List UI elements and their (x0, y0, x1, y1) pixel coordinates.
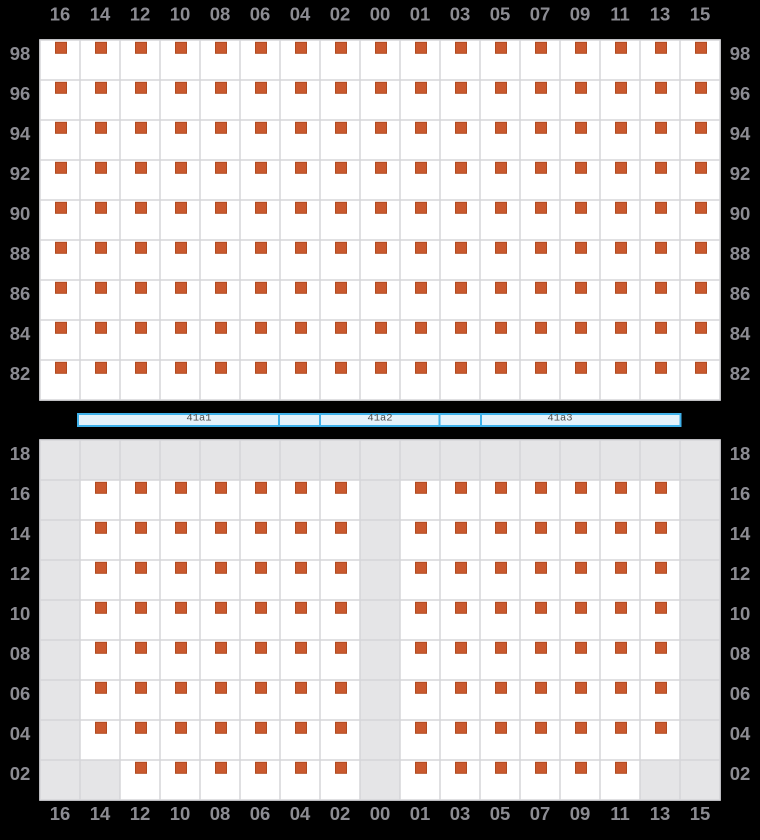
svg-text:13: 13 (650, 4, 671, 25)
svg-text:90: 90 (730, 203, 751, 224)
svg-text:08: 08 (730, 643, 751, 664)
svg-text:84: 84 (730, 323, 751, 344)
svg-text:04: 04 (290, 4, 311, 25)
svg-text:15: 15 (690, 803, 711, 824)
svg-text:00: 00 (370, 4, 391, 25)
svg-text:10: 10 (730, 603, 751, 624)
svg-text:16: 16 (50, 803, 71, 824)
svg-text:11: 11 (610, 803, 630, 824)
svg-text:15: 15 (690, 4, 711, 25)
svg-text:10: 10 (170, 803, 191, 824)
svg-text:84: 84 (10, 323, 31, 344)
svg-text:94: 94 (730, 123, 751, 144)
svg-text:00: 00 (370, 803, 391, 824)
svg-text:08: 08 (210, 803, 231, 824)
svg-text:14: 14 (90, 803, 111, 824)
svg-text:16: 16 (730, 483, 751, 504)
svg-text:96: 96 (730, 83, 751, 104)
svg-text:04: 04 (10, 723, 31, 744)
svg-text:07: 07 (530, 803, 551, 824)
svg-text:04: 04 (730, 723, 751, 744)
svg-text:18: 18 (10, 443, 31, 464)
svg-text:07: 07 (530, 4, 551, 25)
svg-text:01: 01 (410, 4, 431, 25)
svg-text:09: 09 (570, 803, 591, 824)
svg-text:05: 05 (490, 4, 511, 25)
svg-text:01: 01 (410, 803, 431, 824)
svg-text:02: 02 (330, 803, 351, 824)
svg-text:41a1: 41a1 (186, 413, 211, 425)
svg-text:02: 02 (330, 4, 351, 25)
svg-text:14: 14 (730, 523, 751, 544)
svg-text:41a3: 41a3 (547, 413, 572, 425)
svg-text:92: 92 (730, 163, 751, 184)
svg-text:86: 86 (730, 283, 751, 304)
svg-text:90: 90 (10, 203, 31, 224)
svg-text:02: 02 (10, 763, 31, 784)
svg-text:96: 96 (10, 83, 31, 104)
svg-text:04: 04 (290, 803, 311, 824)
svg-text:14: 14 (10, 523, 31, 544)
svg-text:88: 88 (730, 243, 751, 264)
svg-text:16: 16 (10, 483, 31, 504)
svg-text:02: 02 (730, 763, 751, 784)
svg-text:86: 86 (10, 283, 31, 304)
svg-text:12: 12 (130, 4, 151, 25)
svg-text:03: 03 (450, 4, 471, 25)
svg-text:12: 12 (730, 563, 751, 584)
svg-text:14: 14 (90, 4, 111, 25)
svg-text:08: 08 (210, 4, 231, 25)
svg-text:06: 06 (10, 683, 31, 704)
svg-text:88: 88 (10, 243, 31, 264)
svg-text:41a2: 41a2 (367, 413, 392, 425)
svg-text:13: 13 (650, 803, 671, 824)
svg-text:82: 82 (10, 363, 31, 384)
svg-text:98: 98 (10, 43, 31, 64)
svg-text:08: 08 (10, 643, 31, 664)
svg-text:11: 11 (610, 4, 630, 25)
svg-text:10: 10 (10, 603, 31, 624)
svg-text:09: 09 (570, 4, 591, 25)
svg-text:94: 94 (10, 123, 31, 144)
svg-text:18: 18 (730, 443, 751, 464)
svg-text:98: 98 (730, 43, 751, 64)
svg-text:16: 16 (50, 4, 71, 25)
svg-text:12: 12 (10, 563, 31, 584)
svg-text:06: 06 (250, 803, 271, 824)
svg-text:10: 10 (170, 4, 191, 25)
svg-text:05: 05 (490, 803, 511, 824)
svg-text:82: 82 (730, 363, 751, 384)
svg-text:06: 06 (250, 4, 271, 25)
svg-text:12: 12 (130, 803, 151, 824)
svg-text:06: 06 (730, 683, 751, 704)
svg-text:03: 03 (450, 803, 471, 824)
svg-text:92: 92 (10, 163, 31, 184)
